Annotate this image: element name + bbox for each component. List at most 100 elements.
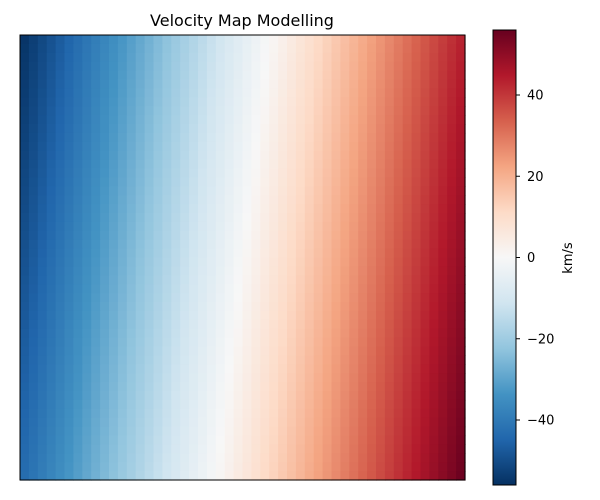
heatmap-cell bbox=[126, 88, 137, 98]
heatmap-cell bbox=[171, 373, 181, 383]
heatmap-cell bbox=[367, 43, 377, 54]
heatmap-cell bbox=[189, 364, 199, 374]
heatmap-cell bbox=[20, 408, 30, 419]
heatmap-cell bbox=[295, 52, 306, 63]
heatmap-cell bbox=[278, 462, 288, 472]
heatmap-cell bbox=[411, 221, 422, 232]
heatmap-cell bbox=[251, 275, 261, 285]
heatmap-cell bbox=[287, 373, 297, 383]
heatmap-cell bbox=[295, 293, 306, 303]
heatmap-cell bbox=[304, 302, 315, 312]
heatmap-cell bbox=[287, 115, 297, 125]
heatmap-cell bbox=[340, 106, 350, 116]
heatmap-cell bbox=[180, 302, 190, 312]
heatmap-cell bbox=[215, 417, 226, 428]
heatmap-cell bbox=[224, 293, 235, 303]
heatmap-cell bbox=[295, 319, 306, 330]
heatmap-cell bbox=[215, 328, 226, 339]
heatmap-cell bbox=[55, 35, 66, 45]
heatmap-cell bbox=[20, 79, 30, 89]
heatmap-cell bbox=[91, 391, 101, 401]
heatmap-cell bbox=[135, 97, 146, 107]
heatmap-cell bbox=[162, 186, 172, 196]
heatmap-cell bbox=[64, 399, 74, 410]
heatmap-cell bbox=[233, 399, 244, 410]
heatmap-cell bbox=[224, 70, 235, 81]
heatmap-cell bbox=[251, 43, 261, 54]
heatmap-cell bbox=[180, 391, 190, 401]
heatmap-cell bbox=[304, 471, 315, 481]
heatmap-cell bbox=[358, 293, 368, 303]
heatmap-cell bbox=[393, 52, 404, 63]
heatmap-cell bbox=[456, 328, 466, 339]
heatmap-cell bbox=[242, 399, 252, 410]
heatmap-cell bbox=[278, 382, 288, 392]
heatmap-cell bbox=[402, 310, 413, 321]
heatmap-cell bbox=[349, 382, 359, 392]
heatmap-cell bbox=[117, 462, 128, 472]
heatmap-cell bbox=[260, 159, 270, 170]
heatmap-cell bbox=[215, 275, 226, 285]
heatmap-cell bbox=[180, 364, 190, 374]
heatmap-cell bbox=[162, 70, 172, 81]
heatmap-cell bbox=[82, 204, 92, 214]
heatmap-cell bbox=[376, 97, 386, 107]
heatmap-cell bbox=[358, 453, 368, 463]
heatmap-cell bbox=[376, 471, 386, 481]
heatmap-cell bbox=[64, 88, 74, 98]
heatmap-cell bbox=[411, 35, 422, 45]
heatmap-cell bbox=[349, 471, 359, 481]
heatmap-cell bbox=[251, 284, 261, 294]
heatmap-cell bbox=[304, 373, 315, 383]
heatmap-cell bbox=[28, 373, 39, 383]
heatmap-cell bbox=[331, 195, 341, 205]
heatmap-cell bbox=[20, 391, 30, 401]
heatmap-cell bbox=[233, 230, 244, 241]
heatmap-cell bbox=[402, 266, 413, 276]
heatmap-cell bbox=[82, 132, 92, 143]
heatmap-cell bbox=[278, 115, 288, 125]
heatmap-cell bbox=[367, 79, 377, 89]
heatmap-cell bbox=[82, 115, 92, 125]
heatmap-cell bbox=[295, 79, 306, 89]
heatmap-cell bbox=[82, 266, 92, 276]
heatmap-cell bbox=[447, 364, 457, 374]
heatmap-cell bbox=[295, 248, 306, 259]
heatmap-cell bbox=[233, 88, 244, 98]
heatmap-cell bbox=[438, 106, 448, 116]
heatmap-cell bbox=[269, 195, 279, 205]
heatmap-cell bbox=[233, 337, 244, 348]
heatmap-cell bbox=[322, 141, 333, 152]
heatmap-cell bbox=[322, 106, 333, 116]
heatmap-cell bbox=[46, 346, 57, 356]
heatmap-cell bbox=[64, 70, 74, 81]
heatmap-cell bbox=[358, 373, 368, 383]
heatmap-cell bbox=[313, 453, 324, 463]
heatmap-cell bbox=[162, 310, 172, 321]
heatmap-cell bbox=[456, 257, 466, 267]
heatmap-cell bbox=[171, 204, 181, 214]
heatmap-cell bbox=[287, 293, 297, 303]
heatmap-cell bbox=[117, 284, 128, 294]
heatmap-cell bbox=[367, 355, 377, 365]
heatmap-cell bbox=[420, 61, 430, 72]
heatmap-cell bbox=[82, 346, 92, 356]
heatmap-cell bbox=[269, 293, 279, 303]
heatmap-cell bbox=[331, 391, 341, 401]
heatmap-cell bbox=[376, 435, 386, 445]
heatmap-cell bbox=[20, 266, 30, 276]
heatmap-cell bbox=[135, 408, 146, 419]
heatmap-cell bbox=[55, 471, 66, 481]
heatmap-cell bbox=[153, 141, 163, 152]
heatmap-cell bbox=[384, 70, 395, 81]
heatmap-cell bbox=[456, 106, 466, 116]
heatmap-cell bbox=[447, 444, 457, 454]
heatmap-cell bbox=[384, 355, 395, 365]
heatmap-cell bbox=[251, 132, 261, 143]
heatmap-cell bbox=[367, 408, 377, 419]
heatmap-cell bbox=[109, 391, 119, 401]
heatmap-cell bbox=[447, 328, 457, 339]
heatmap-cell bbox=[215, 204, 226, 214]
heatmap-cell bbox=[411, 302, 422, 312]
heatmap-cell bbox=[126, 52, 137, 63]
